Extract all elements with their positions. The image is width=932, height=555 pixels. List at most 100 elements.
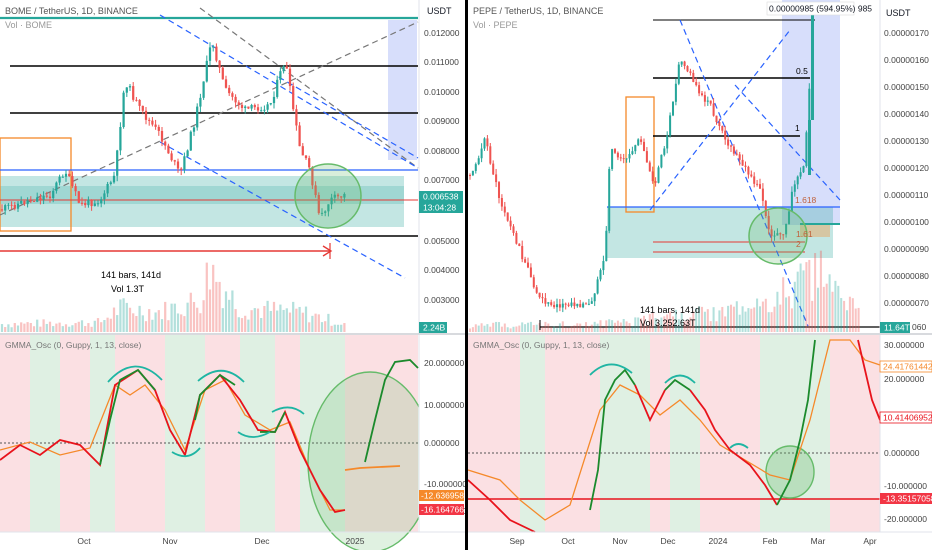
volume-bar [295, 308, 298, 332]
candle-body [500, 197, 503, 207]
right-osc-tag-red [879, 411, 932, 424]
volume-bar [112, 307, 116, 332]
candle-body [202, 81, 205, 98]
panel-divider [465, 0, 468, 550]
left-price-axis[interactable] [419, 0, 464, 333]
measure-readout: 0.00000985 (594.95%) 985 [769, 4, 872, 14]
volume-bar [819, 250, 822, 332]
blue-dashed-trend-1 [159, 14, 419, 169]
volume-bar [779, 304, 782, 332]
volume-bar [825, 283, 828, 332]
left-osc-lines [0, 359, 419, 513]
volume-bar [167, 320, 170, 332]
volume-bar [596, 323, 599, 332]
volume-bar [272, 301, 276, 332]
volume-bar [61, 326, 64, 332]
candle-body [616, 152, 619, 158]
volume-bar [96, 318, 100, 332]
blue-dashed-trend-1 [679, 19, 809, 327]
volume-bar [698, 306, 701, 332]
left-osc-tag-orange-text: -12.636958 [421, 491, 464, 501]
volume-bar [787, 296, 791, 332]
volume-bar [199, 313, 202, 332]
candle-body [173, 160, 176, 162]
candle-body [164, 141, 167, 146]
volume-bar [116, 315, 119, 332]
axis-tick-label: 0.005000 [424, 236, 460, 246]
volume-bar [613, 322, 617, 332]
volume-bar [509, 328, 512, 332]
osc-fast-green [260, 411, 286, 433]
osc-bull-zone [670, 335, 700, 532]
volume-bar [148, 309, 151, 332]
time-tick-label: 2024 [709, 536, 728, 546]
volume-bar [579, 323, 582, 332]
volume-bar [695, 308, 698, 332]
volume-bar [260, 317, 263, 332]
volume-bar [524, 324, 527, 332]
volume-bar [474, 324, 477, 332]
volume-bar [782, 277, 785, 332]
right-price-axis[interactable] [880, 0, 932, 333]
candle-body [492, 163, 495, 175]
volume-bar [282, 309, 285, 332]
volume-bar [45, 323, 48, 332]
candle-body [756, 183, 759, 185]
candle-body [7, 204, 10, 206]
candle-body [45, 195, 48, 197]
blue-dashed-trend-3 [159, 141, 406, 279]
osc-highlight-circle [765, 445, 815, 499]
left-time-axis[interactable]: Oct Nov Dec 2025 [77, 536, 364, 546]
candle-body [625, 158, 628, 160]
candle-body [611, 149, 614, 170]
time-tick-label: Feb [763, 536, 778, 546]
volume-bar [480, 323, 483, 332]
volume-bar [805, 262, 808, 332]
candle-body [683, 61, 686, 67]
volume-bar [317, 314, 320, 332]
volume-bar [228, 299, 231, 332]
candle-body [770, 229, 773, 237]
volume-bar [292, 301, 295, 332]
candle-body [497, 182, 501, 198]
candle-body [125, 87, 128, 93]
gray-dashed-trend-2 [0, 21, 419, 216]
candle-body [669, 115, 672, 136]
candle-body [266, 104, 269, 110]
candle-body [77, 191, 80, 203]
axis-tick-label: 0.00000160 [884, 55, 929, 65]
candle-body [593, 293, 596, 302]
candle-body [553, 304, 556, 308]
axis-tick-label: 0.003000 [424, 295, 460, 305]
volume-bar [471, 327, 474, 332]
candle-body [642, 141, 646, 152]
measure-bars-text: 141 bars, 141d [101, 270, 161, 280]
volume-bar [564, 327, 567, 332]
highlight-circle [748, 207, 808, 265]
volume-bar [628, 323, 631, 332]
osc-fast-green [664, 378, 691, 391]
volume-bar [500, 326, 503, 332]
volume-bar [518, 325, 521, 332]
candle-body [199, 97, 202, 107]
candle-body [703, 95, 706, 102]
volume-bar [689, 317, 692, 332]
osc-bear-zone [60, 335, 90, 532]
volume-bar [526, 322, 530, 332]
highlight-circle [294, 163, 362, 229]
volume-bar [26, 322, 29, 332]
osc-fast-red [0, 368, 346, 513]
right-time-axis[interactable]: Sep Oct Nov Dec 2024 Feb Mar Apr [509, 536, 876, 546]
candle-body [587, 303, 590, 305]
volume-bar [58, 322, 61, 332]
volume-bar [555, 328, 559, 332]
candle-body [474, 164, 477, 171]
right-osc-tag-orange [879, 360, 932, 373]
volume-bar [343, 323, 346, 332]
axis-tick-label: 0.000000 [884, 448, 920, 458]
candle-body [709, 100, 712, 104]
candle-body [785, 223, 788, 235]
axis-tick-label: 10.000000 [424, 400, 464, 410]
candle-body [237, 102, 240, 105]
fib-label: 1.618 [795, 195, 817, 205]
